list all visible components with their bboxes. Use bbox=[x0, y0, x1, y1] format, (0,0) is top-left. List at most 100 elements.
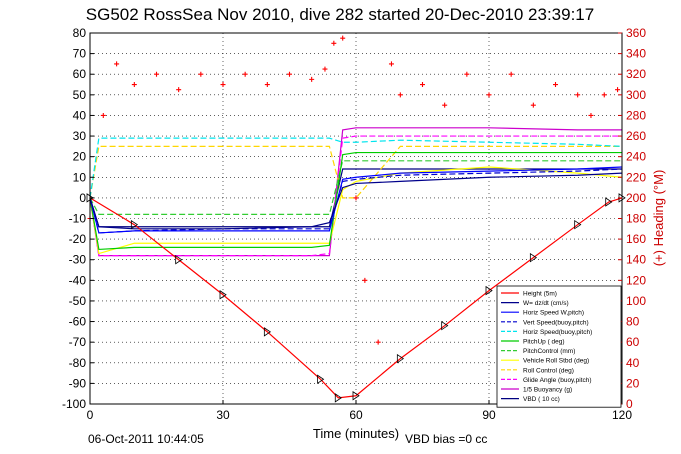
y-right-tick-label: 240 bbox=[626, 150, 646, 164]
legend-label-horiz: Horiz Speed W,pitch) bbox=[523, 310, 584, 317]
y-tick-label: -60 bbox=[69, 315, 87, 329]
y-right-tick-label: 320 bbox=[626, 67, 646, 81]
legend-label-vbd: VBD ( 10 cc) bbox=[523, 396, 560, 403]
y-right-tick-label: 80 bbox=[626, 315, 640, 329]
heading-point bbox=[340, 35, 346, 41]
y-right-tick-label: 260 bbox=[626, 129, 646, 143]
footer-vbd-bias: VBD bias =0 cc bbox=[405, 432, 487, 446]
heading-point bbox=[220, 82, 226, 88]
y-right-tick-label: 140 bbox=[626, 253, 646, 267]
depth-marker bbox=[352, 391, 360, 401]
series-line-depth bbox=[89, 197, 623, 399]
legend-box bbox=[496, 285, 622, 408]
y-right-tick-label: 280 bbox=[626, 108, 646, 122]
y-right-tick-label: 40 bbox=[626, 356, 640, 370]
y-tick-label: -40 bbox=[69, 273, 87, 287]
axes: 0 30 60 90 120-100-90-80-70-60-50-40-30-20-1… bbox=[62, 26, 646, 422]
y-tick-label: 10 bbox=[73, 170, 87, 184]
legend-label-pitch_control: PitchControl (mm) bbox=[523, 348, 575, 355]
depth-marker bbox=[334, 393, 342, 403]
y-right-tick-label: 340 bbox=[626, 47, 646, 61]
heading-point bbox=[362, 277, 368, 283]
series-line-vehicle_roll bbox=[89, 166, 623, 255]
depth-marker bbox=[317, 374, 325, 385]
heading-point bbox=[309, 76, 315, 82]
y-right-tick-label: 160 bbox=[626, 232, 646, 246]
y-tick-label: -90 bbox=[69, 376, 87, 390]
heading-point bbox=[264, 82, 270, 88]
y-tick-label: -80 bbox=[69, 356, 87, 370]
heading-point bbox=[242, 71, 248, 77]
depth-marker bbox=[175, 254, 183, 265]
series-layer bbox=[86, 127, 626, 403]
series-line-w bbox=[89, 172, 623, 230]
legend: Height (5m) W= dz/dt (cm/s) Horiz Speed W,… bbox=[496, 285, 622, 408]
y-right-tick-label: 60 bbox=[626, 335, 640, 349]
y-tick-label: 80 bbox=[73, 26, 87, 40]
series-line-pitch_up bbox=[89, 151, 622, 251]
y-tick-label: 50 bbox=[73, 88, 87, 102]
legend-label-roll_control: Roll Control (deg) bbox=[523, 367, 574, 374]
y-right-tick-label: 220 bbox=[626, 170, 646, 184]
heading-point bbox=[615, 87, 621, 93]
x-tick-label: 0 bbox=[87, 408, 94, 422]
legend-label-w: W= dz/dt (cm/s) bbox=[523, 300, 569, 307]
y-tick-label: 30 bbox=[73, 129, 87, 143]
depth-marker bbox=[574, 219, 582, 230]
y-tick-label: 0 bbox=[79, 191, 86, 205]
heading-point bbox=[530, 102, 536, 108]
y-axis-right-label: (+) Heading (°M) bbox=[651, 170, 666, 267]
series-line-horiz_buoy bbox=[89, 137, 623, 198]
heading-point bbox=[176, 87, 182, 93]
heading-point bbox=[388, 61, 394, 67]
depth-marker bbox=[485, 285, 493, 296]
heading-point bbox=[397, 92, 403, 98]
depth-marker bbox=[441, 320, 449, 331]
y-tick-label: -100 bbox=[62, 397, 86, 411]
heading-point bbox=[575, 92, 581, 98]
depth-marker bbox=[529, 252, 538, 263]
legend-label-horiz_buoy: Horiz Speed(buoy,pitch) bbox=[523, 329, 592, 336]
y-tick-label: -50 bbox=[69, 294, 87, 308]
y-right-tick-label: 300 bbox=[626, 88, 646, 102]
heading-point bbox=[287, 71, 292, 77]
depth-marker bbox=[130, 219, 139, 230]
legend-label-buoyancy: 1/5 Buoyancy (g) bbox=[523, 387, 572, 394]
heading-point bbox=[420, 82, 425, 88]
heading-point bbox=[601, 92, 607, 98]
y-tick-label: 40 bbox=[73, 108, 87, 122]
heading-point bbox=[100, 112, 106, 118]
heading-point bbox=[353, 195, 359, 201]
heading-layer bbox=[87, 35, 621, 345]
y-tick-label: 60 bbox=[73, 67, 87, 81]
depth-marker bbox=[605, 197, 613, 207]
y-right-tick-label: 20 bbox=[626, 376, 640, 390]
heading-point bbox=[553, 82, 558, 88]
heading-point bbox=[375, 339, 381, 345]
heading-point bbox=[322, 66, 328, 72]
heading-point bbox=[131, 82, 137, 88]
x-tick-label: 120 bbox=[612, 408, 632, 422]
y-right-tick-label: 200 bbox=[626, 191, 646, 205]
heading-point bbox=[464, 71, 470, 77]
heading-point bbox=[588, 112, 594, 118]
depth-marker bbox=[396, 353, 405, 364]
y-tick-label: -70 bbox=[69, 335, 87, 349]
legend-label-depth: Height (5m) bbox=[523, 291, 557, 298]
heading-point bbox=[114, 61, 120, 67]
heading-point bbox=[486, 92, 492, 98]
y-tick-label: -20 bbox=[69, 232, 87, 246]
heading-point bbox=[331, 40, 337, 46]
heading-point bbox=[442, 102, 448, 108]
y-right-tick-label: 100 bbox=[626, 294, 646, 308]
y-right-tick-label: 0 bbox=[626, 397, 633, 411]
y-right-tick-label: 180 bbox=[626, 212, 646, 226]
legend-label-vert_buoy: Vert Speed(buoy,pitch) bbox=[523, 319, 589, 326]
chart-title: SG502 RossSea Nov 2010, dive 282 started… bbox=[86, 5, 594, 24]
heading-point bbox=[508, 71, 514, 77]
y-right-tick-label: 360 bbox=[626, 26, 646, 40]
y-tick-label: -30 bbox=[69, 253, 87, 267]
heading-point bbox=[198, 71, 204, 77]
y-tick-label: 20 bbox=[73, 150, 87, 164]
